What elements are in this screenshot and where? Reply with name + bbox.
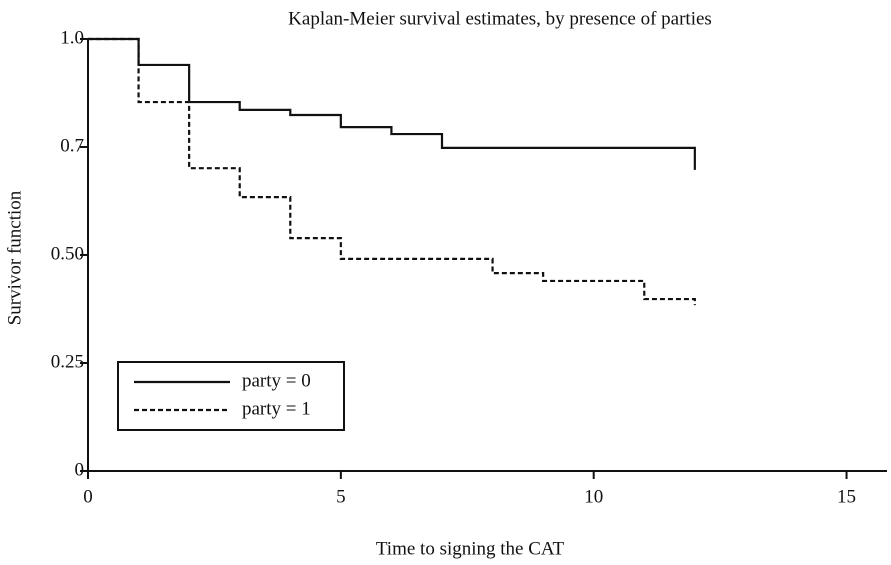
legend-box [117,361,345,431]
legend-label: party = 0 [242,370,311,391]
x-tick-label: 10 [584,486,603,507]
x-tick-label: 15 [837,486,856,507]
y-tick-label: 0.7 [60,135,84,156]
chart-title: Kaplan-Meier survival estimates, by pres… [288,8,712,29]
legend-label: party = 1 [242,398,311,419]
y-axis-label: Survivor function [4,190,25,325]
survival-line [88,37,696,306]
x-tick-label: 5 [336,486,346,507]
y-tick-label: 0.25 [51,351,84,372]
y-tick-label: 1.0 [60,27,84,48]
y-tick-label: 0.50 [51,243,84,264]
x-axis-label: Time to signing the CAT [376,538,565,559]
y-tick-label: 0 [75,459,85,480]
x-tick-label: 0 [83,486,93,507]
survival-line [88,37,696,170]
